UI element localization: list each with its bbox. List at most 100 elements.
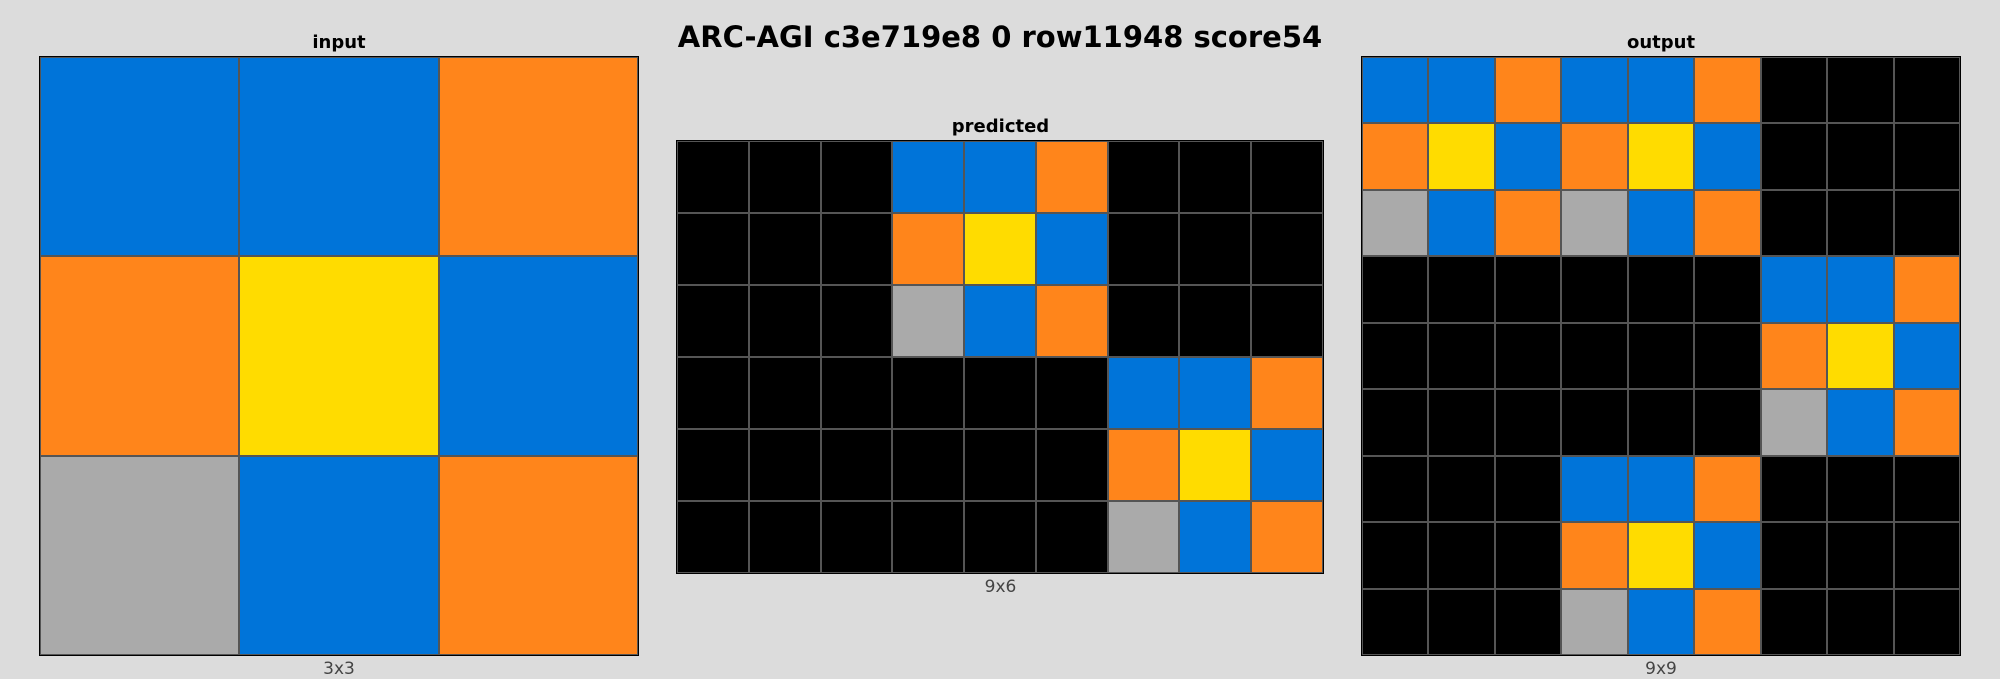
predicted-cell-r1-c8 (1251, 213, 1323, 285)
predicted-panel-title: predicted (951, 116, 1050, 137)
predicted-cell-r3-c1 (748, 357, 821, 429)
output-cell-r8-c3 (1561, 588, 1628, 655)
output-cell-r3-c1 (1428, 256, 1495, 323)
output-cell-r4-c1 (1428, 322, 1495, 390)
output-cell-r3-c0 (1362, 256, 1429, 323)
predicted-cell-r2-c8 (1251, 285, 1323, 357)
predicted-cell-r4-c5 (1035, 429, 1108, 501)
input-cell-r2-c2 (438, 455, 638, 655)
output-cell-r3-c3 (1561, 256, 1628, 323)
predicted-cell-r4-c7 (1179, 429, 1252, 501)
predicted-cell-r0-c8 (1251, 141, 1323, 213)
predicted-cell-r5-c0 (677, 501, 749, 573)
output-cell-r6-c5 (1694, 455, 1761, 523)
input-cell-r1-c0 (40, 256, 240, 456)
output-cell-r7-c0 (1362, 522, 1429, 589)
output-cell-r6-c8 (1893, 455, 1960, 523)
predicted-cell-r1-c3 (892, 213, 965, 285)
predicted-cell-r4-c3 (892, 429, 965, 501)
predicted-cell-r3-c5 (1035, 357, 1108, 429)
output-cell-r8-c0 (1362, 588, 1429, 655)
predicted-cell-r1-c6 (1107, 213, 1180, 285)
predicted-cell-r2-c0 (677, 285, 749, 357)
output-cell-r7-c4 (1627, 522, 1695, 589)
predicted-cell-r4-c8 (1251, 429, 1323, 501)
predicted-cell-r5-c8 (1251, 501, 1323, 573)
output-cell-r6-c2 (1494, 455, 1562, 523)
input-cell-r0-c0 (40, 57, 240, 257)
output-cell-r4-c5 (1694, 322, 1761, 390)
output-cell-r1-c1 (1428, 123, 1495, 190)
input-cell-r1-c2 (438, 256, 638, 456)
predicted-cell-r3-c6 (1107, 357, 1180, 429)
predicted-cell-r0-c2 (820, 141, 893, 213)
input-size-caption: 3x3 (323, 659, 355, 679)
output-cell-r6-c1 (1428, 455, 1495, 523)
predicted-cell-r4-c1 (748, 429, 821, 501)
output-cell-r4-c2 (1494, 322, 1562, 390)
output-cell-r5-c6 (1760, 389, 1828, 456)
predicted-cell-r3-c8 (1251, 357, 1323, 429)
predicted-cell-r0-c1 (748, 141, 821, 213)
predicted-cell-r5-c7 (1179, 501, 1252, 573)
output-cell-r3-c2 (1494, 256, 1562, 323)
predicted-cell-r2-c7 (1179, 285, 1252, 357)
page-title: ARC-AGI c3e719e8 0 row11948 score54 (677, 20, 1323, 54)
output-cell-r4-c0 (1362, 322, 1429, 390)
predicted-cell-r1-c1 (748, 213, 821, 285)
predicted-cell-r2-c5 (1035, 285, 1108, 357)
output-cell-r7-c1 (1428, 522, 1495, 589)
predicted-cell-r5-c6 (1107, 501, 1180, 573)
output-cell-r4-c3 (1561, 322, 1628, 390)
predicted-cell-r2-c2 (820, 285, 893, 357)
predicted-cell-r5-c2 (820, 501, 893, 573)
predicted-cell-r4-c4 (964, 429, 1036, 501)
predicted-cell-r0-c3 (892, 141, 965, 213)
output-cell-r0-c1 (1428, 57, 1495, 124)
predicted-cell-r3-c7 (1179, 357, 1252, 429)
output-cell-r2-c7 (1827, 189, 1894, 257)
output-cell-r2-c0 (1362, 189, 1429, 257)
predicted-cell-r0-c7 (1179, 141, 1252, 213)
output-cell-r5-c8 (1893, 389, 1960, 456)
output-cell-r8-c2 (1494, 588, 1562, 655)
output-size-caption: 9x9 (1645, 659, 1677, 679)
output-cell-r7-c8 (1893, 522, 1960, 589)
output-cell-r2-c8 (1893, 189, 1960, 257)
predicted-cell-r5-c1 (748, 501, 821, 573)
output-cell-r7-c7 (1827, 522, 1894, 589)
input-cell-r2-c0 (40, 455, 240, 655)
predicted-cell-r2-c6 (1107, 285, 1180, 357)
output-cell-r6-c3 (1561, 455, 1628, 523)
predicted-cell-r0-c5 (1035, 141, 1108, 213)
output-cell-r6-c7 (1827, 455, 1894, 523)
output-cell-r8-c8 (1893, 588, 1960, 655)
output-cell-r2-c4 (1627, 189, 1695, 257)
output-cell-r3-c4 (1627, 256, 1695, 323)
output-cell-r5-c2 (1494, 389, 1562, 456)
input-cell-r0-c2 (438, 57, 638, 257)
output-cell-r1-c2 (1494, 123, 1562, 190)
output-cell-r1-c4 (1627, 123, 1695, 190)
predicted-cell-r4-c0 (677, 429, 749, 501)
predicted-cell-r1-c4 (964, 213, 1036, 285)
output-cell-r2-c6 (1760, 189, 1828, 257)
predicted-cell-r2-c3 (892, 285, 965, 357)
output-cell-r0-c7 (1827, 57, 1894, 124)
predicted-cell-r1-c5 (1035, 213, 1108, 285)
predicted-cell-r5-c3 (892, 501, 965, 573)
output-cell-r3-c5 (1694, 256, 1761, 323)
predicted-cell-r3-c3 (892, 357, 965, 429)
output-cell-r6-c0 (1362, 455, 1429, 523)
output-cell-r5-c5 (1694, 389, 1761, 456)
output-cell-r7-c3 (1561, 522, 1628, 589)
output-cell-r2-c2 (1494, 189, 1562, 257)
output-cell-r2-c3 (1561, 189, 1628, 257)
output-cell-r8-c5 (1694, 588, 1761, 655)
output-cell-r5-c7 (1827, 389, 1894, 456)
predicted-cell-r1-c7 (1179, 213, 1252, 285)
predicted-cell-r5-c4 (964, 501, 1036, 573)
output-cell-r0-c4 (1627, 57, 1695, 124)
output-cell-r0-c0 (1362, 57, 1429, 124)
output-cell-r5-c0 (1362, 389, 1429, 456)
